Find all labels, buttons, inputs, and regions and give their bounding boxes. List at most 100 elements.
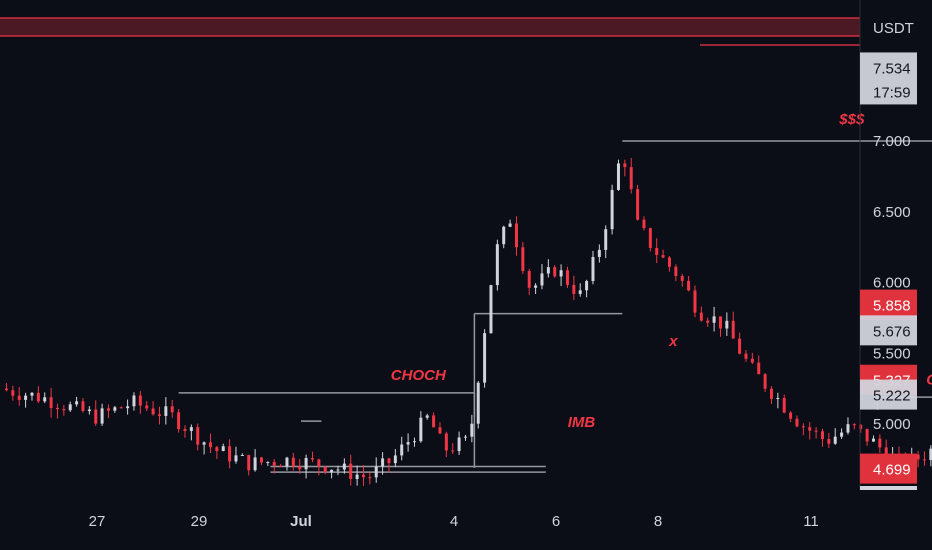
candle-body (757, 362, 761, 375)
x-tick-label: Jul (290, 513, 312, 530)
candle-body (610, 189, 614, 230)
candle-body (68, 404, 72, 411)
candle-body (412, 441, 416, 443)
candle-body (177, 412, 181, 430)
candle-body (202, 442, 206, 445)
price-tag-label: 4.699 (873, 462, 911, 479)
candle-body (457, 437, 461, 452)
candle-body (476, 382, 480, 424)
candle-body (196, 427, 200, 445)
candle-body (865, 428, 869, 442)
candle-body (138, 395, 142, 406)
candle-body (642, 219, 646, 229)
candle-body (827, 439, 831, 444)
price-tag-label: 5.222 (873, 388, 911, 405)
candle-body (215, 447, 219, 452)
candle-body (323, 466, 327, 473)
candle-body (769, 388, 773, 399)
candle-body (661, 255, 665, 258)
candle-body (916, 454, 920, 460)
candle-body (145, 405, 149, 409)
candle-body (636, 189, 640, 220)
candle-body (776, 397, 780, 399)
x-tick-label: 8 (654, 513, 662, 530)
candle-body (126, 406, 130, 409)
candle-body (929, 448, 932, 461)
candle-body (208, 442, 212, 448)
x-tick-label: 27 (89, 513, 106, 530)
candle-body (578, 290, 582, 294)
candle-body (801, 426, 805, 428)
candle-body (330, 469, 334, 473)
candle-body (55, 408, 59, 410)
candle-body (629, 167, 633, 190)
candle-body (253, 457, 257, 471)
candle-body (221, 446, 225, 452)
candle-body (553, 267, 557, 277)
candle-body (502, 226, 506, 245)
candle-body (240, 454, 244, 456)
candle-body (820, 431, 824, 440)
candle-body (272, 461, 276, 466)
candle-body (183, 429, 187, 431)
candle-body (298, 466, 302, 470)
candle-body (259, 457, 263, 463)
candle-body (228, 446, 232, 462)
candle-body (234, 455, 238, 462)
candle-body (699, 312, 703, 321)
candle-body (859, 424, 863, 429)
candle-body (591, 256, 595, 282)
candle-body (559, 270, 563, 277)
candle-body (693, 290, 697, 313)
candle-body (750, 358, 754, 363)
x-tick-label: 6 (552, 513, 560, 530)
candle-body (534, 285, 538, 288)
x-tick-label: 4 (450, 513, 458, 530)
candle-body (119, 407, 123, 409)
y-tick-label: 6.000 (873, 275, 911, 292)
candle-body (655, 247, 659, 256)
candle-body (151, 408, 155, 415)
candle-body (17, 395, 21, 400)
candle-body (285, 457, 289, 467)
annotation-label: CHOCH (926, 371, 932, 388)
price-tag-label: 5.676 (873, 323, 911, 340)
candle-body (342, 463, 346, 470)
annotation-label: CHOCH (391, 367, 447, 384)
candle-body (170, 406, 174, 413)
currency-label: USDT (873, 20, 914, 37)
candle-body (24, 395, 28, 400)
candle-body (393, 455, 397, 464)
candle-body (310, 457, 314, 460)
candle-body (432, 415, 436, 428)
candle-body (49, 397, 53, 409)
price-tag-countdown: 17:59 (873, 84, 911, 101)
candle-body (100, 408, 104, 424)
price-tag (860, 289, 917, 320)
price-tag (860, 453, 917, 484)
candle-body (565, 270, 569, 285)
price-tag-label: 5.858 (873, 298, 911, 315)
candle-body (11, 390, 15, 396)
candle-body (782, 397, 786, 413)
y-tick-label: 5.000 (873, 416, 911, 433)
price-tag (860, 379, 917, 410)
candle-body (279, 465, 283, 467)
candle-body (62, 409, 66, 411)
candle-body (247, 454, 251, 471)
resistance-band (0, 18, 860, 36)
candle-body (495, 244, 499, 286)
candle-body (489, 285, 493, 334)
candle-body (30, 392, 34, 396)
candle-body (616, 163, 620, 190)
candle-body (540, 273, 544, 286)
candle-body (878, 438, 882, 448)
candle-body (508, 223, 512, 227)
candle-body (712, 316, 716, 323)
y-tick-label: 6.500 (873, 204, 911, 221)
x-tick-label: 11 (803, 513, 819, 530)
candle-body (43, 397, 47, 402)
price-tag-label: 7.534 (873, 60, 911, 77)
